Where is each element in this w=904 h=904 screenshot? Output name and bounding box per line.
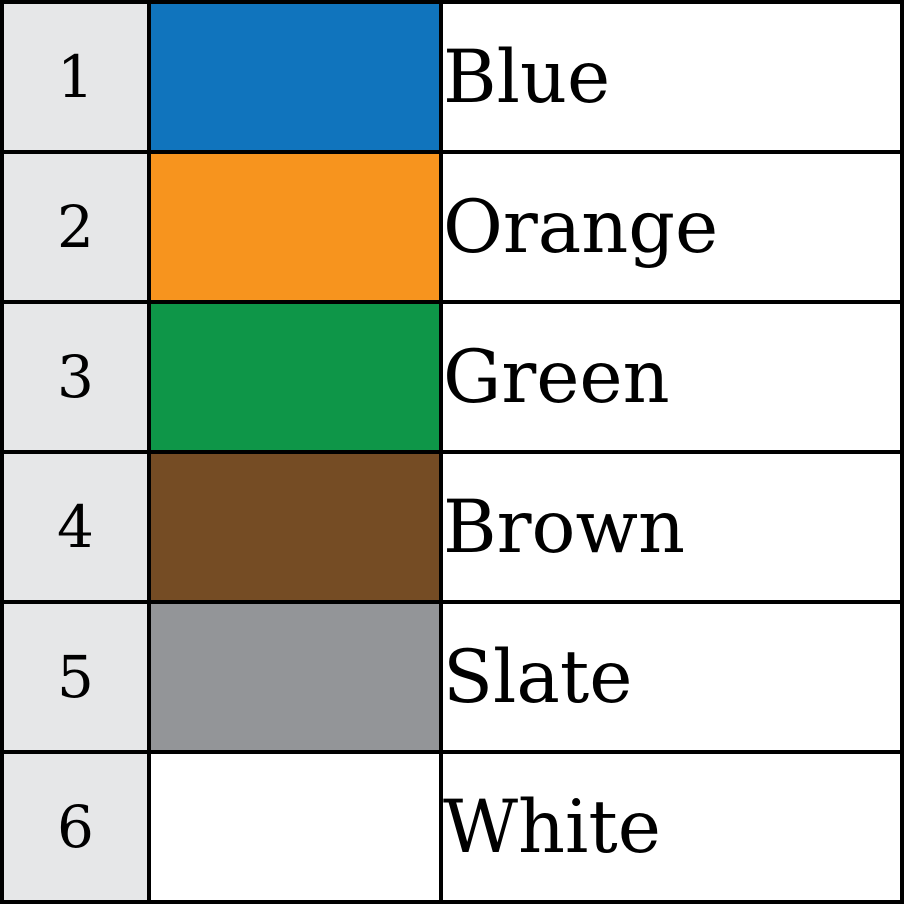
- row-number: 5: [0, 600, 151, 754]
- color-swatch: [147, 0, 443, 154]
- color-label: Blue: [439, 0, 904, 154]
- table-row: 6 White: [0, 750, 904, 904]
- color-swatch: [147, 600, 443, 754]
- color-swatch: [147, 750, 443, 904]
- row-number: 6: [0, 750, 151, 904]
- row-number: 2: [0, 150, 151, 304]
- color-label: White: [439, 750, 904, 904]
- row-number: 3: [0, 300, 151, 454]
- table-row: 1 Blue: [0, 0, 904, 154]
- table-row: 4 Brown: [0, 450, 904, 604]
- row-number: 4: [0, 450, 151, 604]
- color-label: Brown: [439, 450, 904, 604]
- color-swatch: [147, 450, 443, 604]
- color-label: Green: [439, 300, 904, 454]
- row-number: 1: [0, 0, 151, 154]
- color-swatch: [147, 150, 443, 304]
- color-label: Slate: [439, 600, 904, 754]
- color-label: Orange: [439, 150, 904, 304]
- table-row: 5 Slate: [0, 600, 904, 754]
- table-row: 3 Green: [0, 300, 904, 454]
- table-row: 2 Orange: [0, 150, 904, 304]
- color-swatch: [147, 300, 443, 454]
